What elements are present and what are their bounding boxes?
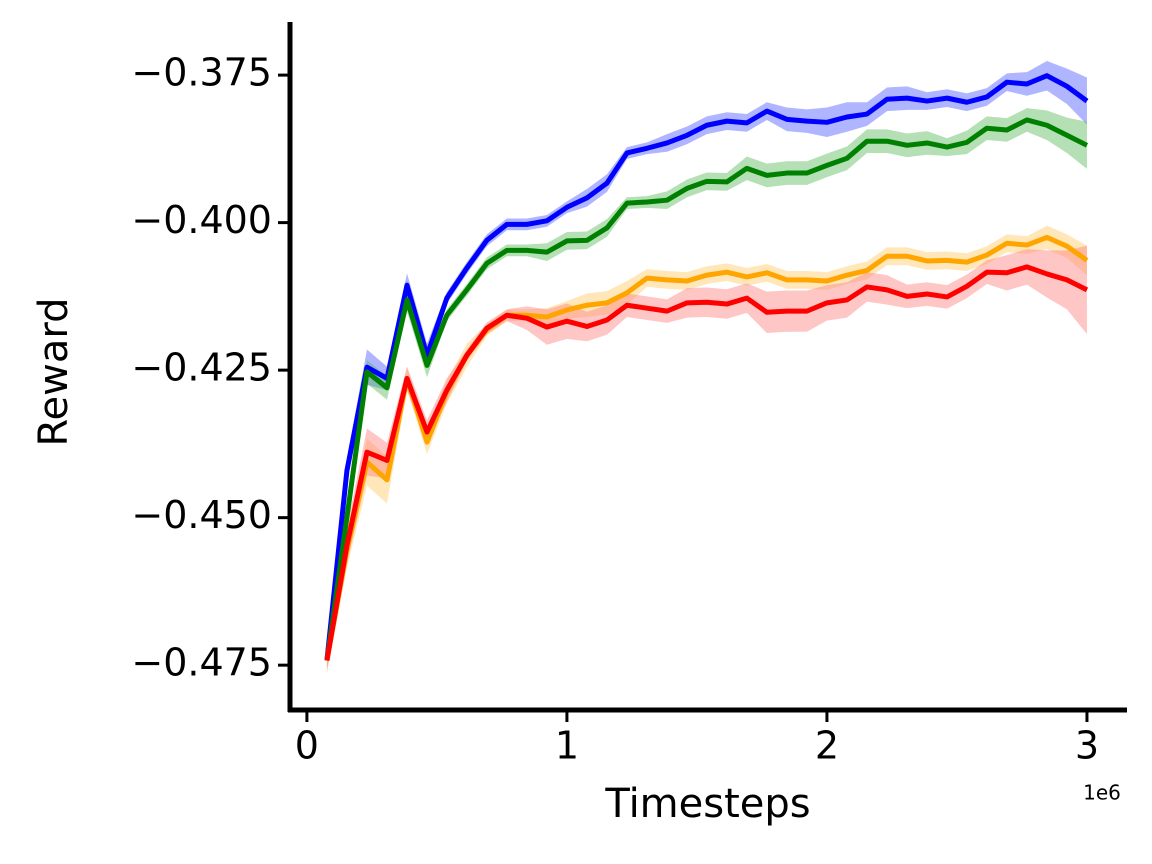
y-tick-label: −0.450 — [131, 493, 272, 537]
line — [324, 264, 1089, 661]
error-band — [326, 60, 1087, 667]
x-tick-label: 0 — [295, 724, 319, 768]
y-tick-label: −0.400 — [131, 198, 272, 242]
x-tick-label: 3 — [1075, 724, 1099, 768]
y-tick-label: −0.375 — [131, 51, 272, 95]
error-band — [326, 245, 1087, 673]
y-tick-label: −0.425 — [131, 346, 272, 390]
y-axis-label: Reward — [31, 298, 77, 447]
line — [324, 117, 1089, 661]
x-axis-label: Timesteps — [604, 781, 810, 827]
error-band — [326, 108, 1087, 667]
y-tick-label: −0.475 — [131, 641, 272, 685]
x-tick-label: 2 — [815, 724, 839, 768]
x-offset-label: 1e6 — [1083, 781, 1121, 805]
x-tick-label: 1 — [555, 724, 579, 768]
line — [324, 73, 1089, 661]
